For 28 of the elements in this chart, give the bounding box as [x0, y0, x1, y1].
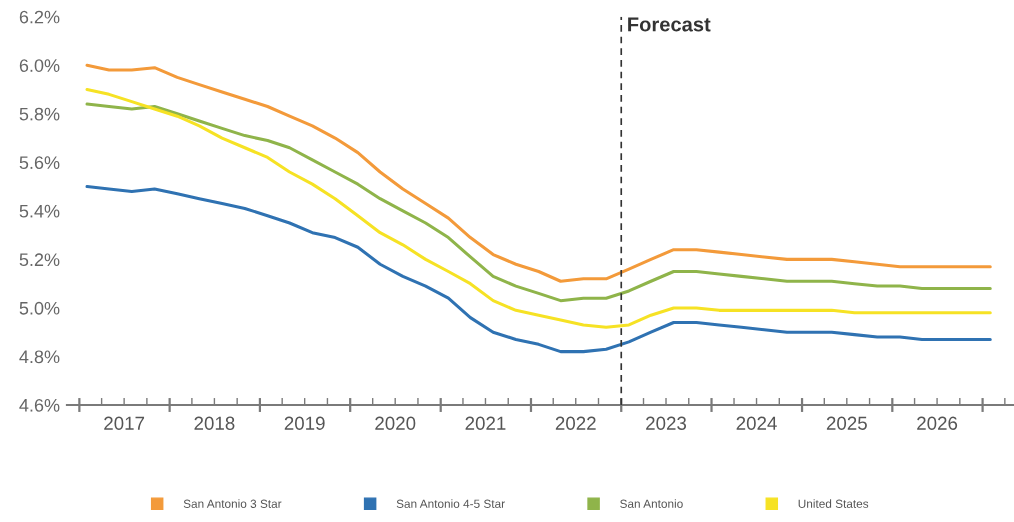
x-tick-label: 2023	[646, 416, 687, 430]
x-tick-label: 2021	[465, 416, 506, 430]
x-tick-label: 2018	[194, 416, 235, 430]
line-series	[85, 63, 992, 283]
legend-label: San Antonio	[620, 499, 683, 508]
y-tick-label: 4.6%	[19, 398, 60, 412]
y-tick-label: 4.8%	[19, 350, 60, 364]
x-tick-label: 2017	[104, 416, 145, 430]
y-tick-label: 5.8%	[19, 107, 60, 121]
y-tick-label: 5.2%	[19, 253, 60, 267]
y-tick-label: 5.6%	[19, 156, 60, 170]
y-tick-label: 5.0%	[19, 301, 60, 315]
y-tick-label: 5.4%	[19, 204, 60, 218]
x-tick-label: 2020	[375, 416, 416, 430]
x-tick-label: 2026	[917, 416, 958, 430]
x-tick-label: 2025	[826, 416, 867, 430]
line-series	[85, 102, 992, 303]
line-series	[85, 185, 992, 354]
line-series	[85, 87, 992, 329]
legend-label: San Antonio 3 Star	[183, 499, 282, 508]
legend-label: San Antonio 4-5 Star	[396, 499, 505, 508]
x-tick-label: 2019	[284, 416, 325, 430]
legend-label: United States	[798, 499, 869, 508]
y-tick-label: 6.0%	[19, 59, 60, 72]
x-tick-label: 2024	[736, 416, 777, 430]
ref-line-label: Forecast	[628, 17, 711, 32]
y-tick-label: 6.2%	[19, 10, 60, 24]
x-tick-label: 2022	[555, 416, 596, 430]
